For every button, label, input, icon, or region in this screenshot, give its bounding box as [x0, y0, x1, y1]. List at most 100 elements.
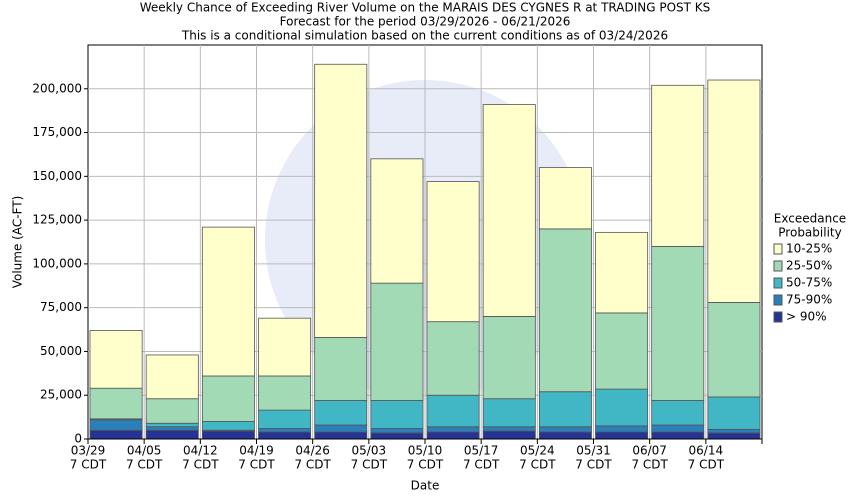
bar-segment — [651, 84, 705, 247]
x-tick-label: 04/12 — [183, 444, 218, 458]
bar-segment — [651, 431, 705, 440]
bar-segment — [258, 409, 312, 429]
bar-segment — [314, 63, 368, 338]
legend-title: Probability — [778, 226, 841, 240]
legend-label: 50-75% — [786, 276, 832, 290]
bar-segment — [595, 431, 649, 440]
bar-segment — [370, 400, 424, 429]
bar-segment — [651, 400, 705, 426]
x-tick-label: 04/05 — [127, 444, 162, 458]
bar-segment — [314, 400, 368, 426]
y-tick-label: 0 — [74, 432, 82, 446]
bar-segment — [707, 396, 761, 430]
bar-segment — [314, 337, 368, 401]
x-tick-label: 7 CDT — [238, 458, 275, 472]
bar-segment — [538, 167, 592, 230]
bar-segment — [426, 431, 480, 440]
y-tick-label: 150,000 — [32, 169, 82, 183]
bar-segment — [258, 431, 312, 440]
y-tick-label: 50,000 — [40, 344, 82, 358]
bar-segment — [89, 387, 143, 420]
x-tick-label: 05/17 — [464, 444, 499, 458]
bar-segment — [595, 231, 649, 314]
bar-segment — [89, 429, 143, 440]
bar-segment — [538, 228, 592, 393]
bar-segment — [314, 431, 368, 440]
x-tick-label: 7 CDT — [519, 458, 556, 472]
x-tick-label: 7 CDT — [294, 458, 331, 472]
x-tick-label: 05/03 — [352, 444, 387, 458]
bar-segment — [707, 79, 761, 303]
x-tick-label: 05/31 — [576, 444, 611, 458]
y-tick-label: 125,000 — [32, 213, 82, 227]
legend-label: 75-90% — [786, 293, 832, 307]
bar-segment — [89, 330, 143, 389]
bar-segment — [314, 424, 368, 433]
x-tick-label: 7 CDT — [688, 458, 725, 472]
x-tick-label: 7 CDT — [126, 458, 163, 472]
bar-segment — [707, 302, 761, 398]
bar-segment — [258, 317, 312, 377]
legend-label: > 90% — [786, 310, 827, 324]
bar-segment — [426, 181, 480, 323]
bar-segment — [89, 419, 143, 431]
x-tick-label: 04/26 — [295, 444, 330, 458]
bar-segment — [145, 354, 199, 400]
bar-segment — [370, 428, 424, 434]
bar-segment — [258, 375, 312, 411]
x-tick-label: 7 CDT — [463, 458, 500, 472]
bar-segment — [426, 394, 480, 428]
bar-segment — [595, 312, 649, 390]
x-tick-label: 06/07 — [632, 444, 667, 458]
bar-segment — [145, 398, 199, 424]
bar-segment — [426, 321, 480, 396]
legend-swatch — [773, 294, 783, 306]
bar-segment — [201, 421, 255, 431]
y-tick-label: 25,000 — [40, 388, 82, 402]
x-tick-label: 7 CDT — [182, 458, 219, 472]
bar-segment — [370, 432, 424, 440]
y-tick-label: 100,000 — [32, 256, 82, 270]
bar-segment — [651, 424, 705, 433]
chart-title: Weekly Chance of Exceeding River Volume … — [140, 1, 711, 15]
x-axis-label: Date — [411, 479, 440, 493]
x-tick-label: 7 CDT — [407, 458, 444, 472]
bar-segment — [482, 430, 536, 440]
x-tick-label: 03/29 — [71, 444, 106, 458]
bar-segment — [145, 426, 199, 431]
legend-swatch — [773, 260, 783, 272]
bar-segment — [201, 375, 255, 422]
legend-title: Exceedance — [774, 212, 846, 226]
legend-label: 25-50% — [786, 259, 832, 273]
bar-segment — [595, 425, 649, 433]
chart-title: Forecast for the period 03/29/2026 - 06/… — [280, 15, 571, 29]
x-tick-label: 7 CDT — [631, 458, 668, 472]
bar-segment — [145, 422, 199, 428]
bar-segment — [482, 426, 536, 432]
bar-segment — [482, 104, 536, 317]
bar-segment — [538, 426, 592, 433]
bar-segment — [145, 429, 199, 440]
bar-segment — [538, 431, 592, 440]
x-tick-label: 05/24 — [520, 444, 555, 458]
bar-segment — [426, 426, 480, 433]
bar-segment — [651, 245, 705, 401]
bar-segment — [538, 391, 592, 428]
legend-swatch — [773, 243, 783, 255]
chart-title: This is a conditional simulation based o… — [181, 29, 668, 43]
bar-segment — [707, 428, 761, 434]
legend-label: 10-25% — [786, 242, 832, 256]
bar-segment — [482, 398, 536, 428]
bar-segment — [595, 388, 649, 427]
bar-segment — [201, 430, 255, 440]
bar-segment — [370, 158, 424, 284]
y-tick-label: 175,000 — [32, 125, 82, 139]
legend-swatch — [773, 277, 783, 289]
bar-segment — [707, 432, 761, 440]
bar-segment — [370, 282, 424, 401]
bar-segment — [201, 226, 255, 377]
x-tick-label: 04/19 — [239, 444, 274, 458]
x-tick-label: 7 CDT — [70, 458, 107, 472]
bar-segment — [258, 428, 312, 433]
